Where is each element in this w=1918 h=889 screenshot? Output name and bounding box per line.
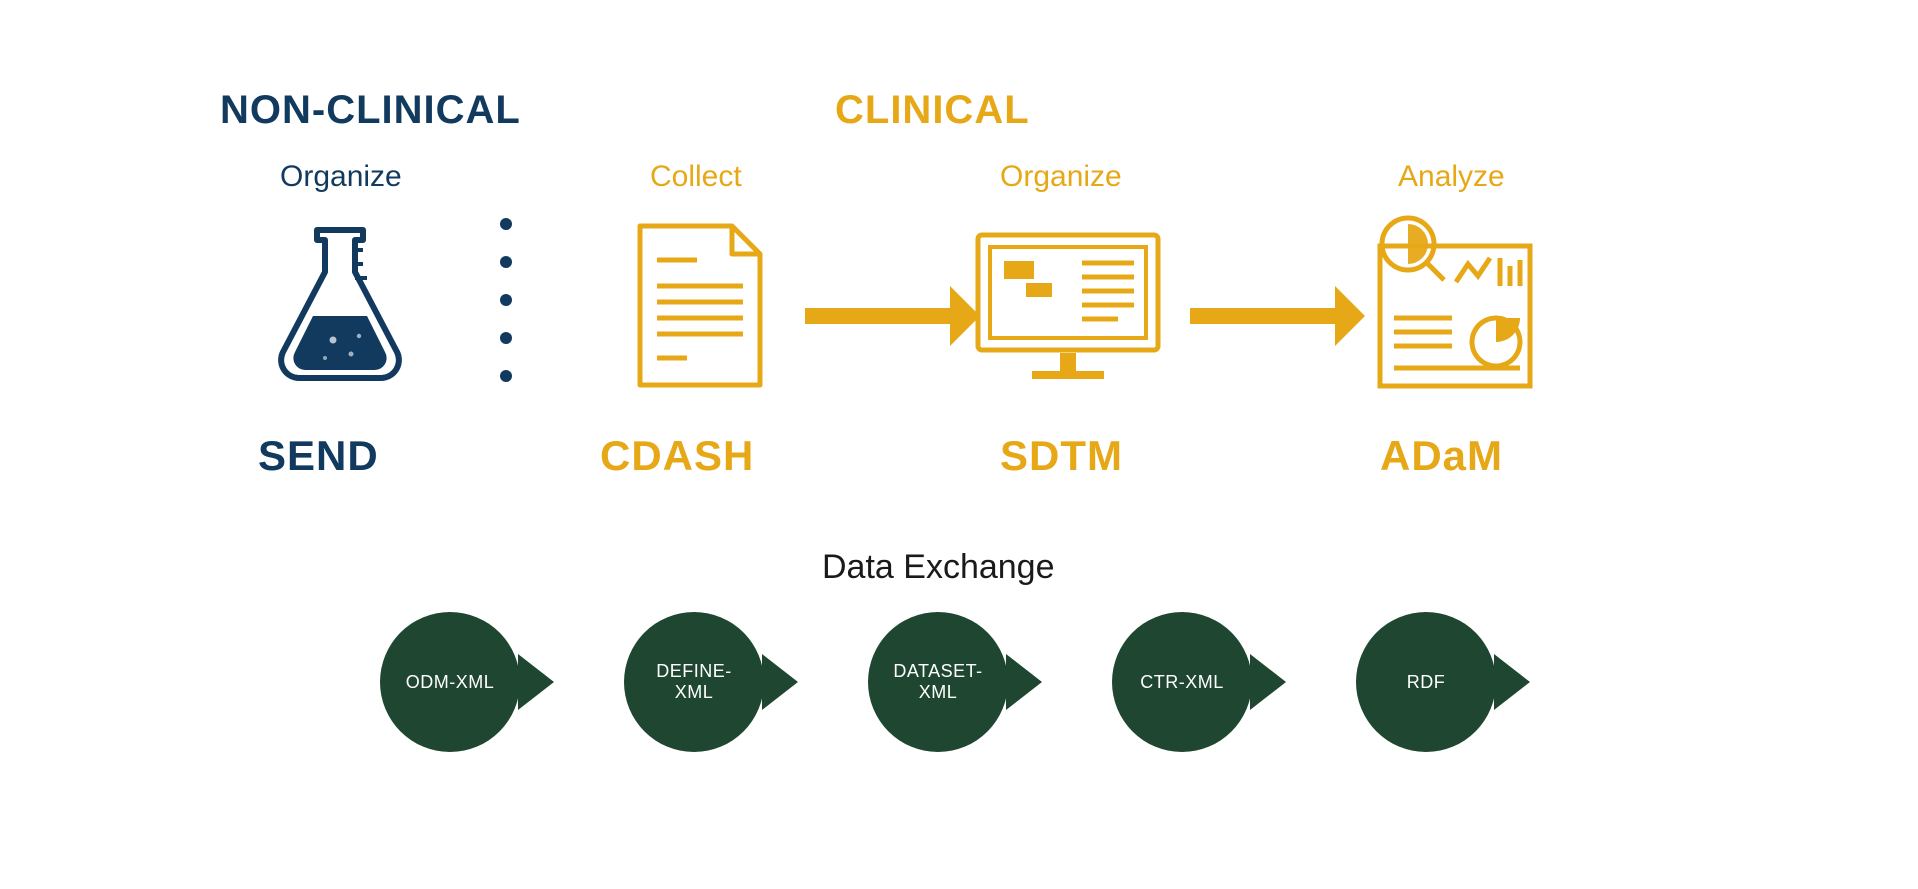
triangle-icon bbox=[518, 654, 554, 710]
separator-dot bbox=[500, 218, 512, 230]
stage-sub-sdtm: Organize bbox=[1000, 160, 1122, 194]
exchange-item: CTR-XML bbox=[1112, 612, 1286, 752]
exchange-item: RDF bbox=[1356, 612, 1530, 752]
stage-sub-cdash: Collect bbox=[650, 160, 742, 194]
separator-dot bbox=[500, 332, 512, 344]
triangle-icon bbox=[1006, 654, 1042, 710]
heading-clinical: CLINICAL bbox=[835, 88, 1030, 133]
stage-name-sdtm: SDTM bbox=[1000, 432, 1123, 480]
exchange-circle: CTR-XML bbox=[1112, 612, 1252, 752]
stage-name-cdash: CDASH bbox=[600, 432, 754, 480]
data-exchange-row: ODM-XML DEFINE- XML DATASET- XML CTR-XML RDF bbox=[380, 612, 1530, 752]
exchange-item: DATASET- XML bbox=[868, 612, 1042, 752]
stage-name-adam: ADaM bbox=[1380, 432, 1503, 480]
separator-dot bbox=[500, 294, 512, 306]
exchange-item: DEFINE- XML bbox=[624, 612, 798, 752]
stage-sub-send: Organize bbox=[280, 160, 402, 194]
exchange-item: ODM-XML bbox=[380, 612, 554, 752]
diagram-canvas: NON-CLINICAL CLINICAL Organize SEND Colle… bbox=[0, 0, 1918, 889]
monitor-icon bbox=[968, 225, 1168, 390]
vertical-dot-separator bbox=[500, 218, 512, 382]
flow-arrow-icon bbox=[805, 286, 980, 351]
triangle-icon bbox=[1494, 654, 1530, 710]
flask-icon bbox=[255, 220, 425, 395]
separator-dot bbox=[500, 370, 512, 382]
report-icon bbox=[1360, 210, 1545, 400]
stage-name-send: SEND bbox=[258, 432, 379, 480]
exchange-circle: DATASET- XML bbox=[868, 612, 1008, 752]
exchange-circle: RDF bbox=[1356, 612, 1496, 752]
heading-nonclinical: NON-CLINICAL bbox=[220, 88, 521, 133]
exchange-circle: DEFINE- XML bbox=[624, 612, 764, 752]
document-icon bbox=[625, 218, 775, 398]
triangle-icon bbox=[1250, 654, 1286, 710]
stage-sub-adam: Analyze bbox=[1398, 160, 1505, 194]
flow-arrow-icon bbox=[1190, 286, 1365, 351]
data-exchange-title: Data Exchange bbox=[822, 548, 1055, 587]
separator-dot bbox=[500, 256, 512, 268]
exchange-circle: ODM-XML bbox=[380, 612, 520, 752]
triangle-icon bbox=[762, 654, 798, 710]
